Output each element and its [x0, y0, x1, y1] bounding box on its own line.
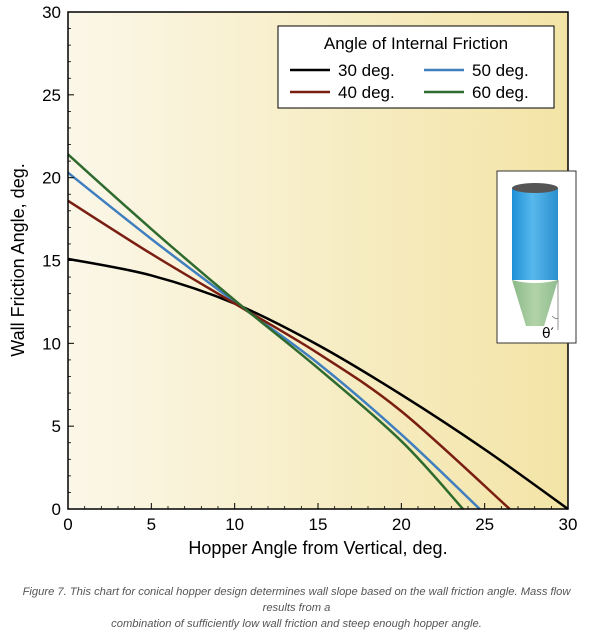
series-line-40-deg — [67, 199, 511, 510]
caption-line-1: Figure 7. This chart for conical hopper … — [22, 586, 571, 614]
angle-label: θ′ — [542, 326, 554, 342]
legend-label-40: 40 deg. — [338, 83, 395, 102]
legend-label-60: 60 deg. — [472, 83, 529, 102]
y-tick-label-25: 25 — [42, 86, 61, 105]
x-tick-label-15: 15 — [309, 515, 328, 534]
y-tick-label-5: 5 — [52, 417, 61, 436]
hopper-cone — [512, 280, 558, 326]
y-tick-label-15: 15 — [42, 252, 61, 271]
x-tick-label-10: 10 — [225, 515, 244, 534]
chart: 0 5 10 15 20 25 30 0 5 10 15 20 25 30 Hopper Angle fr… — [8, 3, 577, 558]
hopper-top — [512, 183, 558, 193]
legend-label-50: 50 deg. — [472, 61, 529, 80]
series-layer — [67, 153, 569, 511]
x-tick-label-5: 5 — [147, 515, 156, 534]
y-tick-label-30: 30 — [42, 3, 61, 22]
y-tick-label-0: 0 — [52, 500, 61, 519]
caption-line-2: combination of sufficiently low wall fri… — [111, 618, 482, 630]
y-tick-label-20: 20 — [42, 169, 61, 188]
x-tick-label-20: 20 — [392, 515, 411, 534]
legend: Angle of Internal Friction 30 deg. 50 de… — [277, 25, 555, 109]
hopper-inset: θ′ — [496, 170, 577, 344]
x-tick-label-25: 25 — [475, 515, 494, 534]
hopper-cylinder — [512, 188, 558, 280]
angle-arc — [551, 315, 559, 320]
y-tick-label-10: 10 — [42, 334, 61, 353]
legend-title: Angle of Internal Friction — [324, 34, 508, 53]
figure-caption: Figure 7. This chart for conical hopper … — [10, 584, 583, 632]
series-line-30-deg — [67, 257, 569, 511]
legend-box — [277, 25, 555, 109]
x-axis-label: Hopper Angle from Vertical, deg. — [188, 538, 447, 558]
x-tick-label-30: 30 — [559, 515, 578, 534]
ticks-layer: 0 5 10 15 20 25 30 0 5 10 15 20 25 30 — [42, 3, 577, 534]
series-line-50-deg — [67, 171, 481, 510]
y-axis-label: Wall Friction Angle, deg. — [8, 163, 28, 356]
series-line-60-deg — [67, 153, 464, 510]
legend-label-30: 30 deg. — [338, 61, 395, 80]
x-tick-label-0: 0 — [63, 515, 72, 534]
